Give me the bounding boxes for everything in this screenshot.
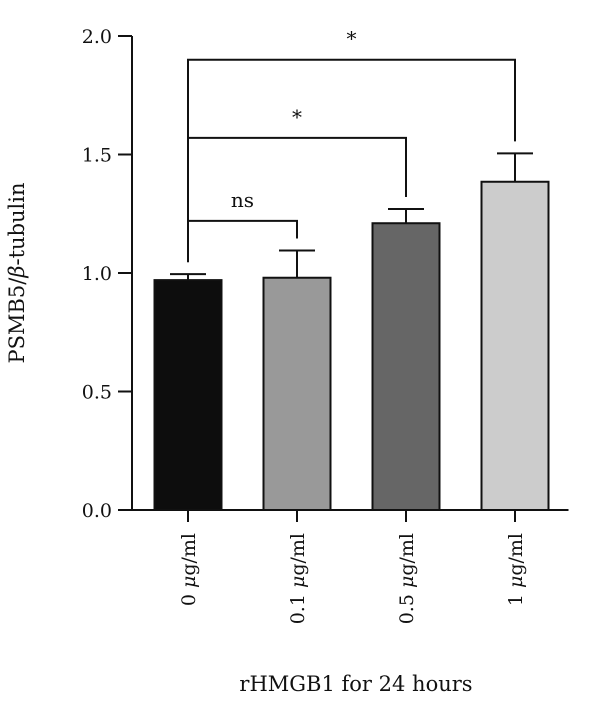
x-tick-label-number: 0.5 — [396, 588, 418, 624]
significance-label: * — [292, 105, 302, 129]
bars — [153, 152, 550, 511]
x-tick-label-unit: g/ml — [287, 533, 309, 576]
x-tick-label-unit: g/ml — [178, 533, 200, 576]
x-tick-label: 1 μg/ml — [505, 533, 527, 606]
x-tick-label-mu: μ — [287, 576, 309, 588]
x-tick-label-number: 0.1 — [287, 588, 309, 624]
x-tick-label-number: 0 — [178, 588, 200, 606]
y-axis-title-part: β — [5, 265, 29, 278]
x-axis: 0 μg/ml0.1 μg/ml0.5 μg/ml1 μg/ml — [132, 509, 569, 624]
bar — [371, 222, 441, 511]
y-tick-label: 1.5 — [82, 145, 112, 167]
x-tick-label: 0 μg/ml — [178, 533, 200, 606]
significance-label: ns — [231, 188, 254, 212]
x-tick-label: 0.1 μg/ml — [287, 533, 309, 624]
y-axis-title-part: PSMB5/ — [5, 277, 29, 364]
x-tick-label-mu: μ — [396, 576, 418, 588]
y-tick-label: 0.0 — [82, 500, 112, 522]
bar — [262, 276, 332, 511]
x-tick-label: 0.5 μg/ml — [396, 533, 418, 624]
y-tick-label: 0.5 — [82, 382, 112, 404]
significance-bracket — [187, 219, 298, 263]
x-tick-label-unit: g/ml — [396, 533, 418, 576]
bar — [480, 180, 550, 511]
x-tick-label-mu: μ — [505, 576, 527, 588]
x-axis-title: rHMGB1 for 24 hours — [239, 672, 472, 696]
significance-label: * — [347, 27, 357, 51]
bar — [153, 279, 223, 511]
y-axis-title: PSMB5/β-tubulin — [5, 182, 29, 363]
x-tick-label-mu: μ — [178, 576, 200, 588]
y-axis: 0.0 0.5 1.0 1.5 2.0 — [82, 26, 133, 522]
x-tick-label-unit: g/ml — [505, 533, 527, 576]
y-tick-label: 1.0 — [82, 263, 112, 285]
y-tick-label: 2.0 — [82, 26, 112, 48]
significance-brackets: ns * * — [187, 27, 516, 263]
y-axis-title-part: -tubulin — [5, 182, 29, 265]
x-tick-label-number: 1 — [505, 588, 527, 606]
significance-bracket — [187, 58, 516, 263]
